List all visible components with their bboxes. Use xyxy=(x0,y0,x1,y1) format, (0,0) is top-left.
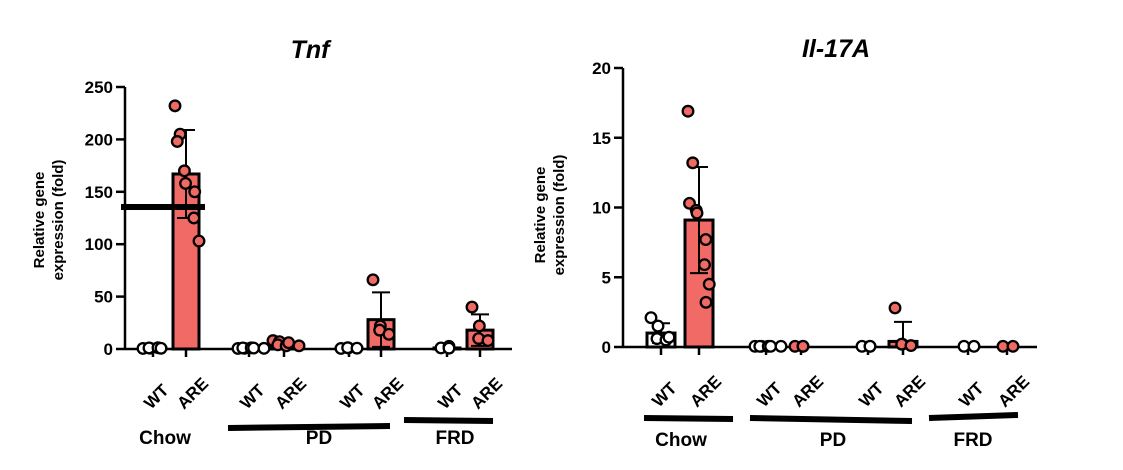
data-point xyxy=(292,339,306,353)
data-point xyxy=(350,341,364,355)
y-tick-label: 200 xyxy=(85,130,113,149)
data-point xyxy=(366,273,380,287)
data-point xyxy=(681,104,695,118)
data-point xyxy=(442,341,456,355)
group-bracket xyxy=(928,412,1019,421)
data-point xyxy=(644,311,658,325)
category-label: ARE xyxy=(467,374,506,413)
data-point xyxy=(1006,339,1020,353)
data-point xyxy=(690,206,704,220)
data-point xyxy=(888,301,902,315)
y-tick-label: 0 xyxy=(104,340,113,359)
data-point xyxy=(904,339,918,353)
data-point xyxy=(282,336,296,350)
data-point xyxy=(967,339,981,353)
data-point xyxy=(154,341,168,355)
category-label: ARE xyxy=(173,374,212,413)
y-axis-label-line: expression (fold) xyxy=(551,155,568,276)
category-label: WT xyxy=(855,378,888,411)
category-label: WT xyxy=(753,378,786,411)
data-point xyxy=(651,319,665,333)
data-point xyxy=(774,339,788,353)
category-label: WT xyxy=(955,378,988,411)
category-label: ARE xyxy=(788,372,827,411)
y-axis-label: Relative gene expression (fold) xyxy=(532,155,568,276)
group-label: PD xyxy=(820,430,846,451)
group-bracket xyxy=(403,417,494,424)
y-axis-label-line: expression (fold) xyxy=(50,160,67,281)
y-axis-label-line: Relative gene xyxy=(31,172,48,269)
group-label: FRD xyxy=(953,430,992,451)
category-label: WT xyxy=(648,378,681,411)
category-label: WT xyxy=(236,380,269,413)
data-point xyxy=(796,339,810,353)
y-tick-label: 250 xyxy=(85,78,113,97)
data-point xyxy=(863,339,877,353)
group-bracket xyxy=(643,415,734,422)
data-point xyxy=(662,330,676,344)
data-point xyxy=(192,234,206,248)
group-label: PD xyxy=(306,428,332,449)
data-point xyxy=(686,156,700,170)
data-point xyxy=(699,295,713,309)
y-tick-label: 0 xyxy=(602,338,611,357)
group-bracket xyxy=(749,415,913,424)
data-point xyxy=(170,135,184,148)
group-label: Chow xyxy=(139,428,191,449)
y-tick-label: 100 xyxy=(85,235,113,254)
data-point xyxy=(702,277,716,291)
category-label: ARE xyxy=(686,372,725,411)
category-label: ARE xyxy=(890,372,929,411)
y-tick-label: 15 xyxy=(592,129,611,148)
y-axis-label-line: Relative gene xyxy=(532,167,549,264)
data-point xyxy=(465,300,479,314)
chart-title: Il-17A xyxy=(802,35,870,63)
category-label: ARE xyxy=(271,374,310,413)
group-bracket xyxy=(227,423,391,431)
data-point xyxy=(382,327,396,341)
data-point xyxy=(179,176,193,190)
y-axis-label: Relative gene expression (fold) xyxy=(31,160,67,281)
group-label: Chow xyxy=(655,430,707,451)
y-tick-label: 50 xyxy=(94,288,113,307)
y-tick-label: 10 xyxy=(592,199,611,218)
y-tick-label: 5 xyxy=(602,268,611,287)
data-point xyxy=(699,233,713,247)
category-label: WT xyxy=(336,380,369,413)
category-label: WT xyxy=(140,380,173,413)
data-point xyxy=(698,258,711,272)
category-label: ARE xyxy=(994,372,1033,411)
y-tick-label: 20 xyxy=(592,59,611,78)
data-point xyxy=(472,319,486,333)
il17a-panel: Il-17A Relative gene expression (fold) 0 5 10… xyxy=(532,35,1037,451)
data-point xyxy=(177,164,191,178)
group-label: FRD xyxy=(435,428,474,449)
chart-title: Tnf xyxy=(291,36,333,64)
data-point xyxy=(257,341,271,355)
data-point xyxy=(764,339,778,353)
tnf-panel: Tnf Relative gene expression (fold) 0 50 100 1… xyxy=(31,36,512,449)
y-tick-label: 150 xyxy=(85,183,113,202)
data-point xyxy=(481,334,495,348)
data-point xyxy=(168,99,182,113)
category-label: ARE xyxy=(368,374,407,413)
data-point xyxy=(187,211,201,225)
data-point xyxy=(247,341,261,355)
data-point xyxy=(188,185,202,199)
category-label: WT xyxy=(434,380,467,413)
